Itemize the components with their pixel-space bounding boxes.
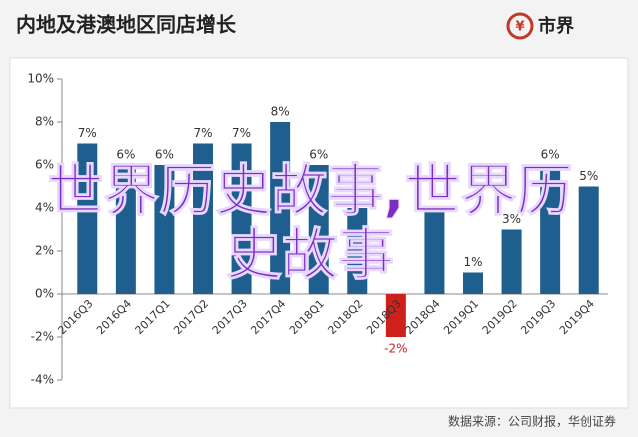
bar <box>308 165 329 294</box>
bar <box>424 208 445 294</box>
y-tick-label: 6% <box>35 158 54 172</box>
value-label: 6% <box>155 148 174 162</box>
bar <box>540 165 561 294</box>
value-label: 7% <box>78 126 97 140</box>
value-label: 6% <box>116 148 135 162</box>
value-label: 8% <box>271 105 290 119</box>
logo-icon <box>506 12 534 40</box>
y-tick-label: 8% <box>35 115 54 129</box>
bar <box>578 186 599 294</box>
bar <box>270 122 291 294</box>
bar <box>463 272 483 294</box>
value-label: 7% <box>193 126 212 140</box>
value-label: 7% <box>232 126 251 140</box>
value-label: -2% <box>384 342 407 356</box>
y-tick-label: -4% <box>31 373 54 387</box>
y-tick-label: 0% <box>35 287 54 301</box>
brand: 市界 <box>538 15 574 37</box>
y-tick-label: 2% <box>35 244 54 258</box>
y-tick-label: 10% <box>27 72 54 86</box>
svg-text:¥: ¥ <box>515 20 524 35</box>
value-label: 3% <box>502 212 521 226</box>
bar <box>385 294 406 337</box>
bar <box>193 143 213 294</box>
bar <box>231 143 252 294</box>
bar <box>347 208 368 294</box>
y-tick-label: -2% <box>31 330 54 344</box>
source: 数据来源：公司财报，华创证券 <box>448 414 616 429</box>
value-label: 1% <box>463 255 482 269</box>
y-tick-label: 4% <box>35 201 54 215</box>
annotation: 世界历史故事,世界历史故事 <box>47 159 573 288</box>
bar <box>115 165 136 294</box>
bar <box>77 143 98 294</box>
value-label: 6% <box>541 148 560 162</box>
chart-title: 内地及港澳地区同店增长 <box>16 13 237 37</box>
bar <box>154 165 175 294</box>
value-label: 5% <box>579 169 598 183</box>
value-label: 6% <box>309 148 328 162</box>
bar <box>501 229 522 294</box>
